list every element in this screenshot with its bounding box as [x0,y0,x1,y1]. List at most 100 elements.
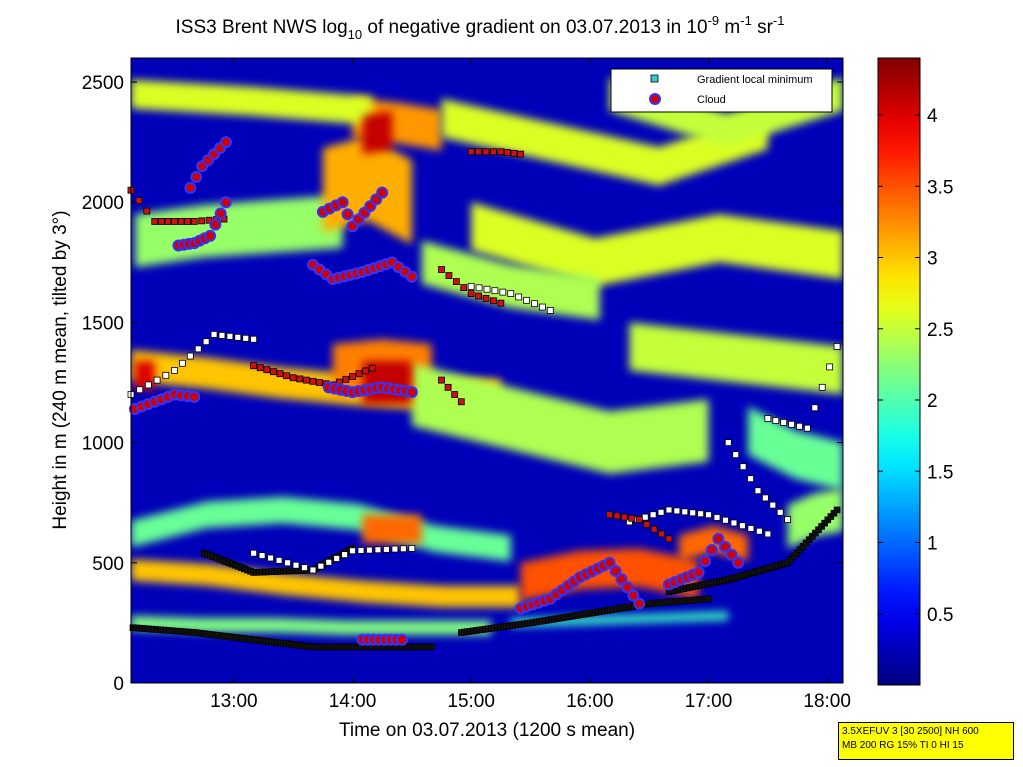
minimum-marker-red [135,197,143,205]
minimum-marker-light [755,527,763,535]
minimum-marker-light [499,288,507,296]
cloud-marker [405,386,418,399]
info-line-1: 3.5XEFUV 3 [30 2500] NH 600 [842,726,979,737]
x-tick-label: 17:00 [685,691,733,712]
chart-title: ISS3 Brent NWS log10 of negative gradien… [176,13,785,42]
minimum-marker-red [250,362,258,370]
minimum-marker-light [366,546,373,554]
x-tick-label: 14:00 [329,691,377,712]
minimum-marker-red [184,218,192,225]
y-tick-label: 1000 [82,434,124,455]
minimum-marker-light [357,547,365,554]
minimum-marker-red [368,364,376,372]
x-tick-label: 18:00 [803,691,851,712]
minimum-marker-red [475,292,482,300]
minimum-marker-red [198,217,206,225]
minimum-marker-light [226,332,234,340]
minimum-marker-light [747,525,755,532]
info-box: 3.5XEFUV 3 [30 2500] NH 600 MB 200 RG 15… [838,722,1014,760]
minimum-marker-red [457,398,465,406]
minimum-marker-light [764,530,772,538]
cloud-marker [184,181,197,194]
minimum-marker-red [283,372,290,380]
minimum-marker-red [606,511,614,519]
minimum-marker-light [697,510,704,518]
minimum-marker-light [681,508,689,516]
minimum-marker-red [490,297,497,305]
minimum-marker-light [242,334,250,342]
minimum-marker-light [284,559,291,567]
minimum-marker-red [497,299,505,307]
minimum-marker-light [399,545,407,553]
y-axis-label: Height in m (240 m mean, tilted by 3°) [50,210,71,529]
minimum-marker-light [408,544,416,552]
minimum-marker-light [258,552,266,559]
y-axis: 0 500 1000 1500 2000 2500 [82,73,843,695]
minimum-marker-red [302,376,310,384]
minimum-marker-red [438,376,445,384]
minimum-marker-red [171,218,178,225]
minimum-marker-light [649,511,657,519]
minimum-marker-light [811,404,819,412]
minimum-marker-light [333,555,341,562]
cloud-marker [603,556,616,569]
minimum-marker-red [157,218,165,225]
minimum-marker-light [391,545,399,553]
y-tick-label: 1500 [82,313,124,334]
legend-marker-cloud [649,93,661,105]
minimum-marker-light [301,564,308,572]
minimum-marker-light [267,554,274,562]
minimum-marker-light [309,566,317,574]
minimum-marker-red [510,149,518,157]
legend: Gradient local minimum Cloud [610,68,833,113]
minimum-marker-light [218,332,226,339]
x-axis: 13:00 14:00 15:00 16:00 17:00 18:00 [210,58,851,712]
minimum-marker-light [772,417,780,424]
colorbar-scale [877,57,921,686]
minimum-marker-light [467,282,475,290]
minimum-marker-light [145,381,152,389]
minimum-marker-light [292,561,300,569]
colorbar: 0.5 1 1.5 2 2.5 3 3.5 4 [877,57,953,686]
minimum-marker [833,506,841,514]
minimum-marker-red [296,375,304,383]
minimum-marker-red [276,370,284,378]
minimum-marker-light [194,345,202,353]
minimum-marker-light [275,557,283,564]
minimum-marker-red [349,373,356,380]
minimum-marker-red [309,377,317,385]
minimum-marker-light [523,296,530,304]
minimum-marker-light [705,511,712,519]
minimum-marker-red [460,284,468,291]
minimum-marker-light [341,551,349,559]
minimum-marker-light [179,359,186,367]
minimum-marker-red [438,266,445,273]
minimum-marker-light [531,300,538,308]
colorbar-tick-label: 4 [927,106,938,127]
minimum-marker-light [641,513,649,521]
minimum-marker-red [143,207,151,215]
minimum-marker-light [804,424,811,432]
minimum-marker-light [491,287,499,295]
minimum-marker-light [673,507,681,515]
minimum-marker-red [475,148,482,156]
minimum-marker-light [317,562,325,570]
cloud-marker [190,170,203,183]
minimum-marker-light [764,415,772,422]
minimum-marker-red [490,148,497,156]
cloud-marker [219,196,232,209]
minimum-marker-light [776,508,784,516]
minimum-marker-light [769,501,777,509]
minimum-marker-red [452,278,460,285]
colorbar-tick-label: 2.5 [927,320,953,341]
y-tick-label: 0 [113,674,124,695]
minimum-marker-red [665,535,673,543]
cloud-marker [395,633,408,646]
minimum-marker-light [202,338,210,346]
x-tick-label: 16:00 [566,691,614,712]
cloud-marker [609,564,622,577]
minimum-marker-red [342,375,350,383]
minimum-marker-light [784,516,792,523]
info-line-2: MB 200 RG 15% TI 0 HI 15 [842,740,964,751]
